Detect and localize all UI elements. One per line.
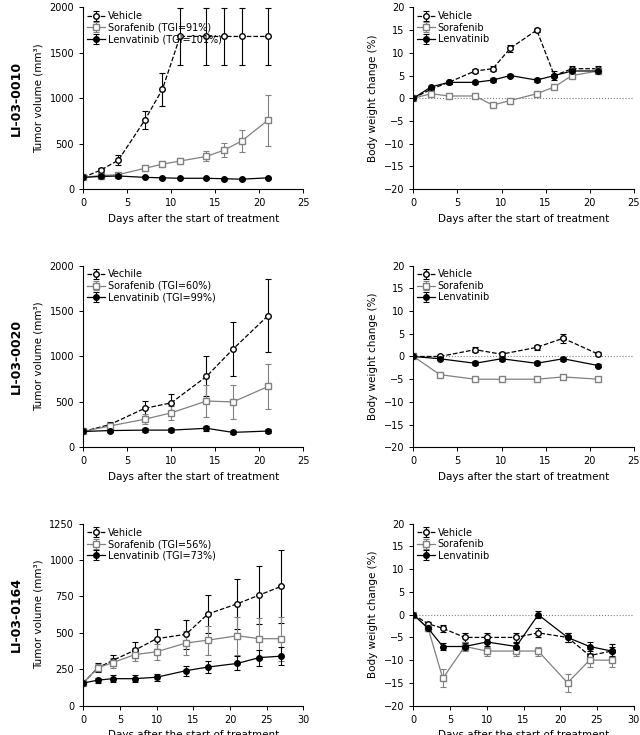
X-axis label: Days after the start of treatment: Days after the start of treatment — [438, 730, 609, 735]
Text: LI-03-0020: LI-03-0020 — [10, 319, 22, 394]
Legend: Vehicle, Sorafenib (TGI=91%), Lenvatinib (TGI=101%): Vehicle, Sorafenib (TGI=91%), Lenvatinib… — [86, 10, 222, 45]
X-axis label: Days after the start of treatment: Days after the start of treatment — [438, 214, 609, 223]
Y-axis label: Tumor volume (mm³): Tumor volume (mm³) — [34, 560, 44, 670]
Y-axis label: Tumor volume (mm³): Tumor volume (mm³) — [34, 301, 44, 412]
X-axis label: Days after the start of treatment: Days after the start of treatment — [108, 214, 279, 223]
X-axis label: Days after the start of treatment: Days after the start of treatment — [108, 472, 279, 482]
Text: LI-03-0010: LI-03-0010 — [10, 61, 22, 136]
Y-axis label: Body weight change (%): Body weight change (%) — [369, 35, 378, 162]
Y-axis label: Tumor volume (mm³): Tumor volume (mm³) — [34, 43, 44, 153]
Legend: Vechile, Sorafenib (TGI=60%), Lenvatinib (TGI=99%): Vechile, Sorafenib (TGI=60%), Lenvatinib… — [86, 268, 216, 304]
Y-axis label: Body weight change (%): Body weight change (%) — [369, 293, 378, 420]
Legend: Vehicle, Sorafenib, Lenvatinib: Vehicle, Sorafenib, Lenvatinib — [417, 527, 490, 562]
Legend: Vehicle, Sorafenib, Lenvatinib: Vehicle, Sorafenib, Lenvatinib — [417, 268, 490, 304]
Text: LI-03-0164: LI-03-0164 — [10, 577, 22, 652]
X-axis label: Days after the start of treatment: Days after the start of treatment — [438, 472, 609, 482]
Legend: Vehicle, Sorafenib, Lenvatinib: Vehicle, Sorafenib, Lenvatinib — [417, 10, 490, 45]
Legend: Vehicle, Sorafenib (TGI=56%), Lenvatinib (TGI=73%): Vehicle, Sorafenib (TGI=56%), Lenvatinib… — [86, 527, 216, 562]
Y-axis label: Body weight change (%): Body weight change (%) — [369, 551, 378, 678]
X-axis label: Days after the start of treatment: Days after the start of treatment — [108, 730, 279, 735]
